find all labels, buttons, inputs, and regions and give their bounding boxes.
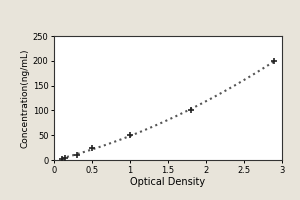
X-axis label: Optical Density: Optical Density [130, 177, 206, 187]
Y-axis label: Concentration(ng/mL): Concentration(ng/mL) [21, 48, 30, 148]
